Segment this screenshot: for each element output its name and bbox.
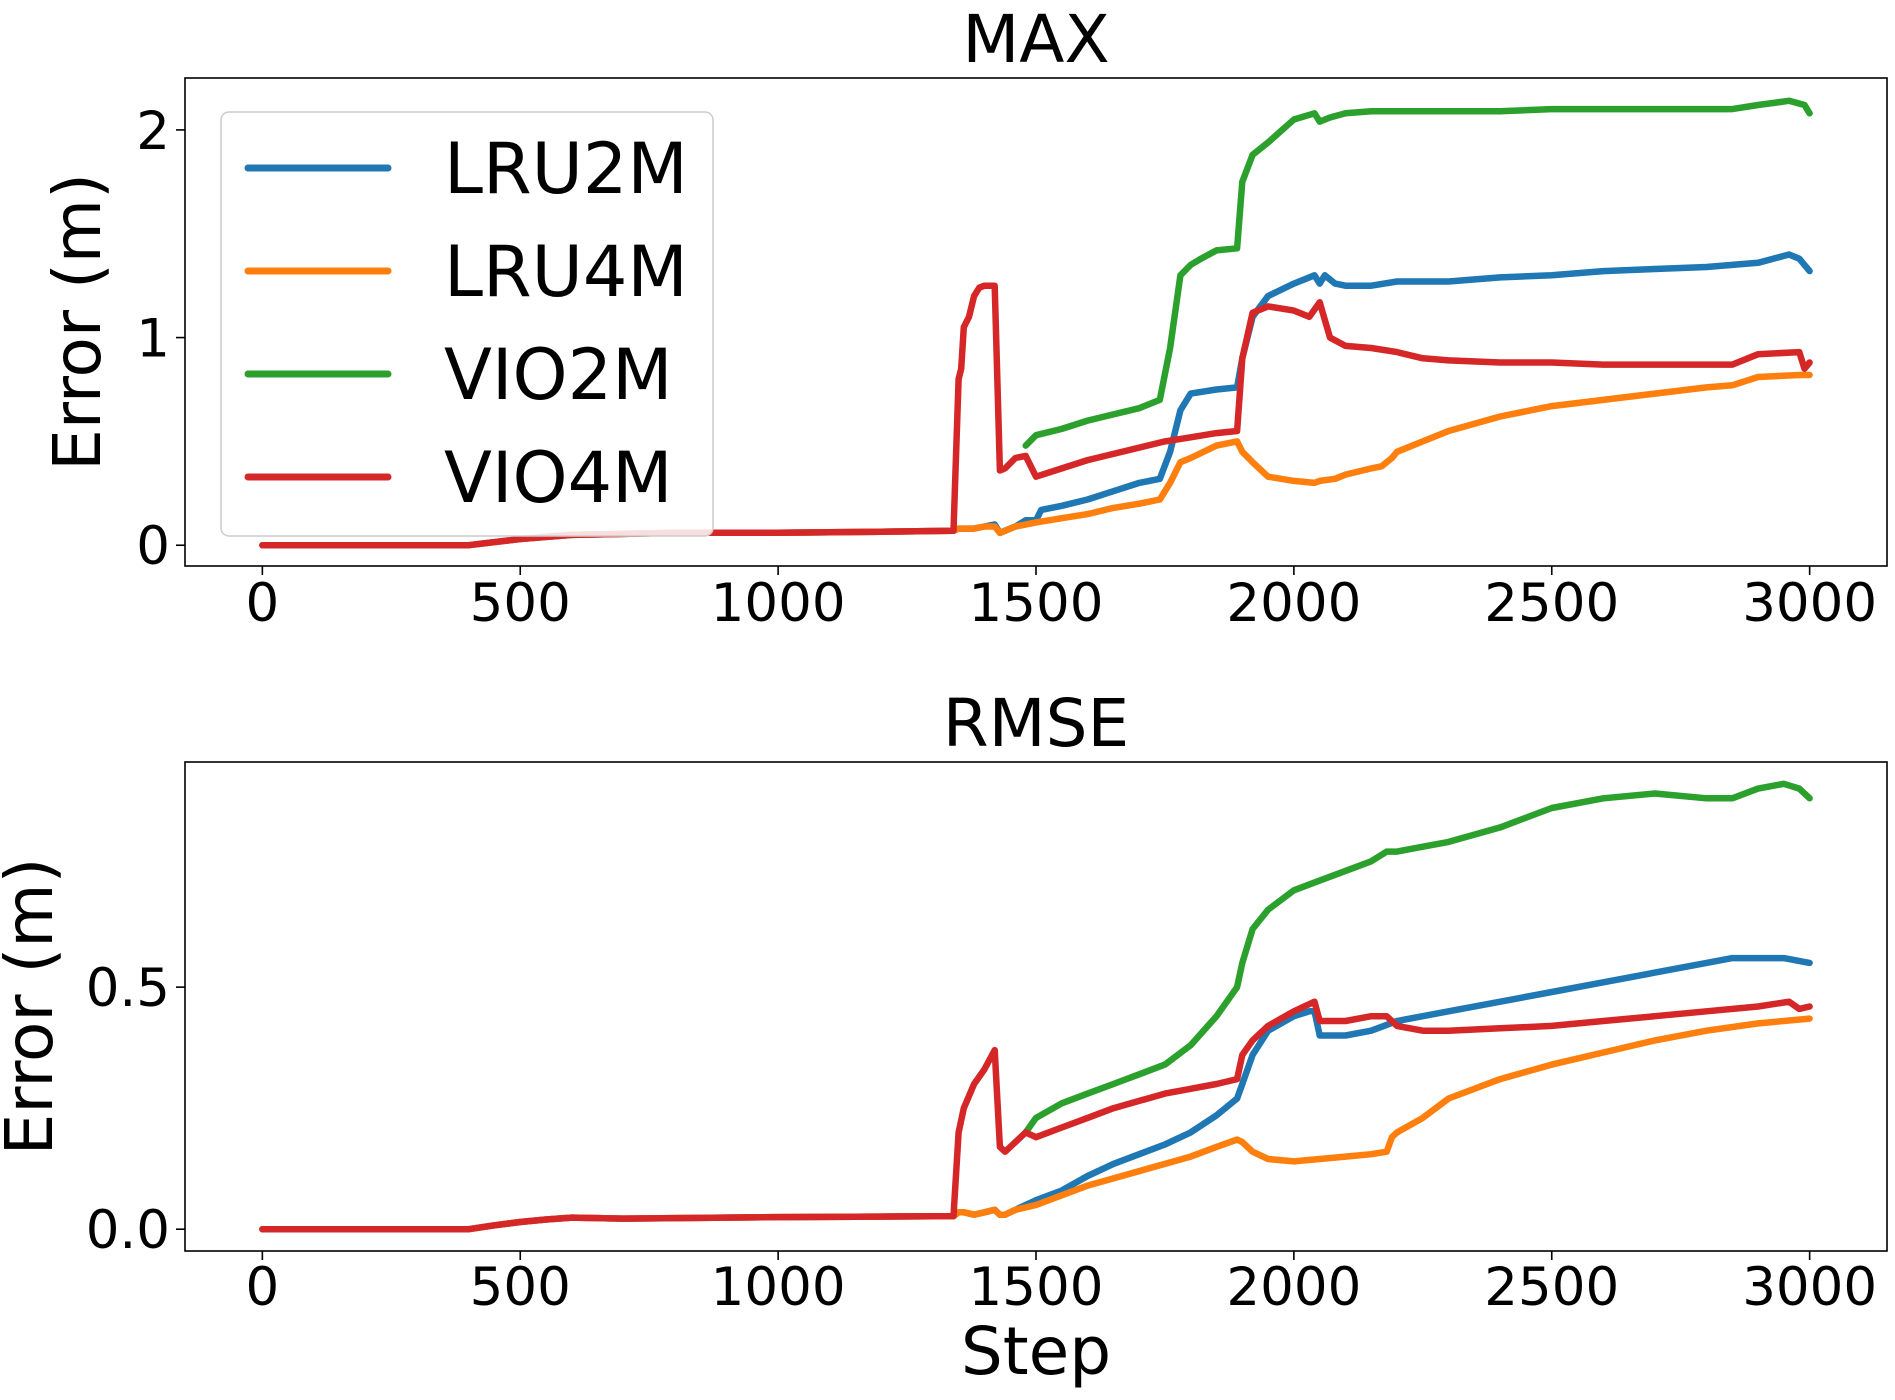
rmse-series-vio4m <box>259 998 1813 1233</box>
max-error-panel: MAX 0 500 1000 1500 2000 2500 3000 0 1 2 Error (m) L… <box>39 1 1888 634</box>
rmse-y-axis-label: Error (m) <box>0 858 68 1156</box>
legend-label-vio2m: VIO2M <box>444 334 673 416</box>
rmse-x-tick-label: 2500 <box>1484 1257 1619 1318</box>
max-series-lru4m <box>259 371 1813 549</box>
max-x-tick-label: 1000 <box>711 573 846 634</box>
max-x-tick-label: 1500 <box>969 573 1104 634</box>
legend-frame <box>220 111 714 537</box>
rmse-x-tick-label: 1500 <box>969 1257 1104 1318</box>
rmse-x-tick-label: 2000 <box>1226 1257 1361 1318</box>
max-x-tick-label: 2500 <box>1484 573 1619 634</box>
rmse-error-panel: RMSE 0 500 1000 1500 2000 2500 3000 0.0 0.5 Error … <box>0 685 1888 1390</box>
max-x-tick-label: 3000 <box>1742 573 1877 634</box>
max-y-axis-label: Error (m) <box>39 173 116 471</box>
max-x-tick-label: 0 <box>245 573 279 634</box>
max-x-tick-label: 2000 <box>1226 573 1361 634</box>
rmse-x-tick-label: 3000 <box>1742 1257 1877 1318</box>
rmse-x-tick-label: 500 <box>470 1257 571 1318</box>
rmse-y-tick-label: 0.5 <box>86 958 170 1019</box>
max-chart-title: MAX <box>962 1 1109 78</box>
rmse-x-axis-label: Step <box>961 1313 1111 1390</box>
max-x-tick-label: 500 <box>470 573 571 634</box>
max-series-vio4m <box>259 282 1813 549</box>
legend-label-vio4m: VIO4M <box>444 437 673 519</box>
max-y-tick-label: 1 <box>136 309 170 370</box>
legend-label-lru2m: LRU2M <box>444 128 688 210</box>
rmse-x-tick-label: 1000 <box>711 1257 846 1318</box>
legend-label-lru4m: LRU4M <box>444 231 688 313</box>
rmse-series-vio2m <box>1022 780 1813 1136</box>
max-y-tick-label: 2 <box>136 101 170 162</box>
max-series-vio2m <box>1022 97 1813 449</box>
rmse-y-tick-label: 0.0 <box>86 1200 170 1261</box>
rmse-chart-title: RMSE <box>943 685 1129 762</box>
rmse-x-tick-label: 0 <box>245 1257 279 1318</box>
max-y-tick-label: 0 <box>136 516 170 577</box>
legend: LRU2M LRU4M VIO2M VIO4M <box>220 111 714 537</box>
